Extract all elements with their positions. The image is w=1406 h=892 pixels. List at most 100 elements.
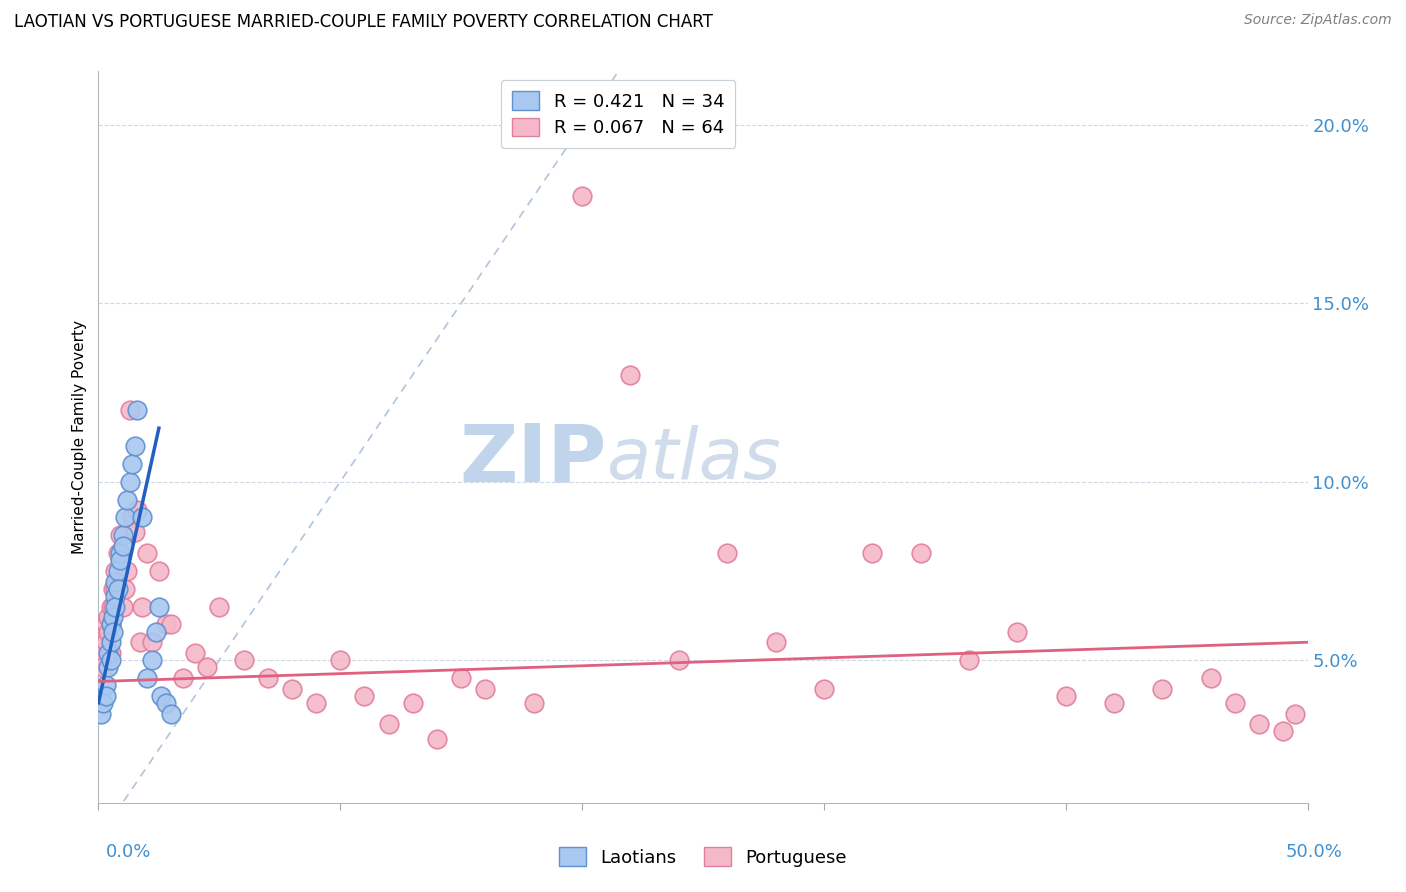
Point <box>860 546 883 560</box>
Point <box>100 646 122 660</box>
Point <box>104 574 127 589</box>
Legend: Laotians, Portuguese: Laotians, Portuguese <box>553 840 853 874</box>
Point <box>97 660 120 674</box>
Point <box>101 599 124 614</box>
Point <box>124 524 146 539</box>
Point <box>108 553 131 567</box>
Point <box>111 539 134 553</box>
Point <box>353 689 375 703</box>
Point <box>195 660 218 674</box>
Point <box>121 510 143 524</box>
Point <box>104 589 127 603</box>
Point <box>97 624 120 639</box>
Point <box>232 653 254 667</box>
Point <box>1152 681 1174 696</box>
Point <box>1223 696 1246 710</box>
Point <box>117 492 139 507</box>
Point <box>100 653 122 667</box>
Point <box>128 635 150 649</box>
Point <box>1249 717 1271 731</box>
Point <box>101 624 124 639</box>
Point <box>108 528 131 542</box>
Point <box>329 653 352 667</box>
Point <box>104 582 127 596</box>
Point <box>111 528 134 542</box>
Point <box>141 653 163 667</box>
Point <box>172 671 194 685</box>
Point <box>100 635 122 649</box>
Point <box>100 617 122 632</box>
Point <box>716 546 738 560</box>
Text: 50.0%: 50.0% <box>1286 843 1343 861</box>
Point <box>668 653 690 667</box>
Text: ZIP: ZIP <box>458 420 606 498</box>
Point <box>124 439 146 453</box>
Point <box>111 599 134 614</box>
Point <box>402 696 425 710</box>
Point <box>94 689 117 703</box>
Text: 0.0%: 0.0% <box>105 843 150 861</box>
Point <box>160 617 183 632</box>
Point <box>1199 671 1222 685</box>
Point <box>131 510 153 524</box>
Point <box>90 635 112 649</box>
Point <box>114 510 136 524</box>
Point <box>150 689 173 703</box>
Point <box>523 696 546 710</box>
Point <box>155 617 177 632</box>
Point <box>101 610 124 624</box>
Point <box>1284 706 1306 721</box>
Point <box>97 610 120 624</box>
Point <box>148 599 170 614</box>
Legend: R = 0.421   N = 34, R = 0.067   N = 64: R = 0.421 N = 34, R = 0.067 N = 64 <box>502 80 735 148</box>
Point <box>571 189 593 203</box>
Point <box>118 403 141 417</box>
Point <box>256 671 278 685</box>
Point <box>1272 724 1295 739</box>
Point <box>305 696 328 710</box>
Point <box>127 403 149 417</box>
Point <box>114 582 136 596</box>
Point <box>91 696 114 710</box>
Point <box>145 624 167 639</box>
Point <box>104 599 127 614</box>
Point <box>910 546 932 560</box>
Point <box>100 617 122 632</box>
Point <box>813 681 835 696</box>
Point <box>91 646 114 660</box>
Text: atlas: atlas <box>606 425 780 493</box>
Point <box>148 564 170 578</box>
Point <box>377 717 399 731</box>
Text: LAOTIAN VS PORTUGUESE MARRIED-COUPLE FAMILY POVERTY CORRELATION CHART: LAOTIAN VS PORTUGUESE MARRIED-COUPLE FAM… <box>14 13 713 31</box>
Point <box>94 678 117 692</box>
Point <box>97 646 120 660</box>
Point <box>135 546 157 560</box>
Point <box>450 671 472 685</box>
Point <box>1054 689 1077 703</box>
Point <box>426 731 449 746</box>
Point <box>765 635 787 649</box>
Point <box>281 681 304 696</box>
Point <box>107 546 129 560</box>
Point <box>107 582 129 596</box>
Point <box>1007 624 1029 639</box>
Point <box>160 706 183 721</box>
Point <box>108 546 131 560</box>
Point <box>155 696 177 710</box>
Point <box>107 564 129 578</box>
Point <box>101 582 124 596</box>
Point <box>141 635 163 649</box>
Point <box>208 599 231 614</box>
Point <box>118 475 141 489</box>
Point <box>90 706 112 721</box>
Point <box>957 653 980 667</box>
Point <box>94 635 117 649</box>
Point <box>100 599 122 614</box>
Point <box>127 503 149 517</box>
Point <box>474 681 496 696</box>
Point <box>131 599 153 614</box>
Y-axis label: Married-Couple Family Poverty: Married-Couple Family Poverty <box>72 320 87 554</box>
Point <box>94 617 117 632</box>
Point <box>121 457 143 471</box>
Point <box>104 564 127 578</box>
